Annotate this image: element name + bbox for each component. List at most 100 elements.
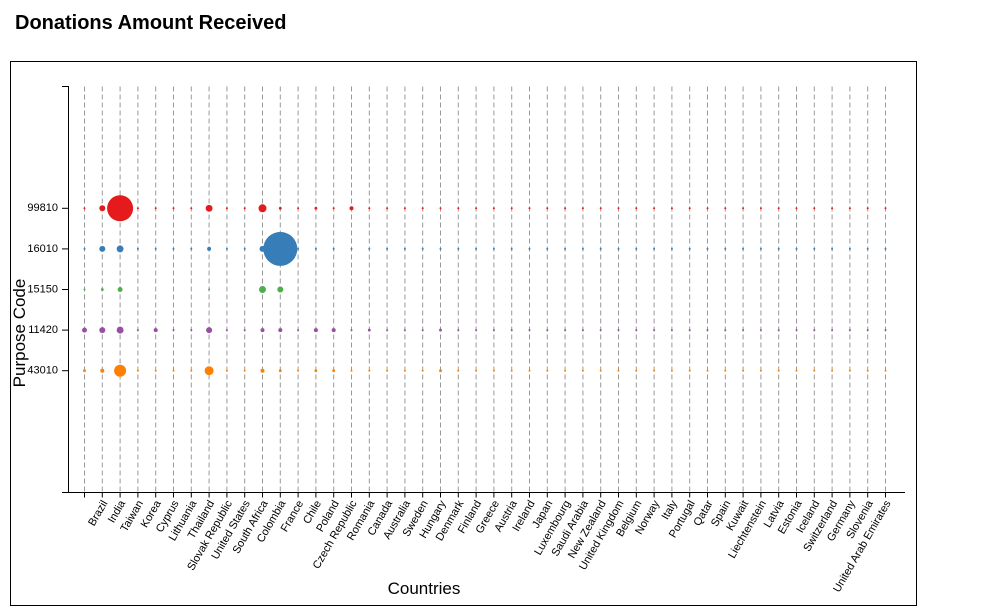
- bubble: [225, 329, 228, 332]
- bubble: [848, 247, 851, 250]
- bubble: [795, 329, 798, 332]
- bubble: [475, 207, 478, 210]
- bubble: [759, 369, 762, 372]
- bubble: [277, 286, 284, 293]
- bubble: [190, 369, 193, 372]
- bubble: [546, 369, 549, 372]
- bubble: [368, 247, 371, 250]
- bubble: [510, 329, 513, 332]
- bubble: [706, 369, 709, 372]
- bubble: [107, 195, 134, 222]
- bubble: [403, 369, 406, 372]
- bubble: [528, 329, 531, 332]
- bubble: [599, 207, 602, 210]
- bubble: [866, 247, 869, 250]
- bubble: [263, 231, 298, 266]
- bubble: [136, 369, 139, 372]
- bubble: [297, 329, 300, 332]
- bubble: [297, 207, 300, 210]
- bubble: [670, 247, 673, 250]
- bubble: [635, 329, 638, 332]
- x-tick-label: Brazil: [86, 498, 110, 528]
- bubble: [116, 245, 124, 253]
- bubble: [350, 369, 353, 372]
- bubble: [259, 286, 266, 293]
- bubble: [99, 327, 106, 334]
- bubble: [367, 328, 371, 332]
- bubble: [528, 207, 531, 210]
- bubble: [260, 368, 265, 373]
- bubble: [297, 247, 300, 250]
- bubble: [635, 247, 638, 250]
- bubble: [884, 329, 887, 332]
- bubble: [332, 369, 336, 373]
- bubble: [546, 247, 549, 250]
- bubble: [724, 247, 727, 250]
- bubble: [742, 369, 745, 372]
- bubble: [457, 329, 460, 332]
- bubble: [314, 369, 318, 373]
- bubble: [114, 364, 127, 377]
- bubble: [136, 247, 139, 250]
- chart-title: Donations Amount Received: [15, 12, 287, 34]
- bubble: [297, 369, 300, 372]
- bubble: [546, 207, 549, 210]
- bubble: [172, 207, 175, 210]
- bubble: [278, 206, 282, 210]
- bubble: [688, 369, 691, 372]
- bubble: [258, 204, 267, 213]
- bubble: [314, 206, 318, 210]
- bubble: [332, 247, 335, 250]
- bubble: [795, 369, 798, 372]
- bubble: [154, 369, 157, 372]
- bubble: [777, 329, 780, 332]
- bubble: [795, 207, 798, 210]
- bubble: [617, 329, 620, 332]
- bubble: [457, 247, 460, 250]
- bubble: [742, 329, 745, 332]
- bubble: [136, 329, 139, 332]
- bubble: [528, 247, 531, 250]
- bubble: [475, 247, 478, 250]
- bubble: [225, 247, 228, 250]
- bubble: [670, 369, 673, 372]
- bubble: [884, 369, 887, 372]
- bubble: [581, 329, 584, 332]
- bubble: [386, 329, 389, 332]
- bubble: [403, 207, 406, 210]
- bubble: [153, 328, 158, 333]
- bubble: [831, 207, 834, 210]
- bubble: [670, 329, 673, 332]
- bubble: [403, 329, 406, 332]
- bubble: [403, 247, 406, 250]
- bubble: [82, 327, 87, 333]
- bubble: [831, 369, 834, 372]
- bubble: [653, 329, 656, 332]
- bubble: [117, 287, 123, 292]
- bubble: [848, 207, 851, 210]
- bubble: [581, 247, 584, 250]
- bubble: [368, 369, 371, 372]
- bubble: [439, 207, 442, 210]
- bubble: [349, 206, 354, 211]
- bubble: [688, 247, 691, 250]
- bubble: [100, 288, 104, 291]
- bubble: [243, 207, 246, 210]
- bubble: [243, 329, 246, 332]
- bubble: [777, 369, 780, 372]
- bubble: [866, 207, 869, 210]
- bubble: [208, 288, 211, 291]
- y-tick-label: 43010: [27, 365, 58, 377]
- bubble: [759, 207, 762, 210]
- bubble: [492, 329, 495, 332]
- bubble: [617, 247, 620, 250]
- bubble: [368, 207, 371, 210]
- bubble: [706, 247, 709, 250]
- bubble: [653, 369, 656, 372]
- bubble: [599, 247, 602, 250]
- bubble: [243, 369, 246, 372]
- bubble: [813, 329, 816, 332]
- bubble: [386, 369, 389, 372]
- bubble: [331, 328, 336, 333]
- bubble: [564, 207, 567, 210]
